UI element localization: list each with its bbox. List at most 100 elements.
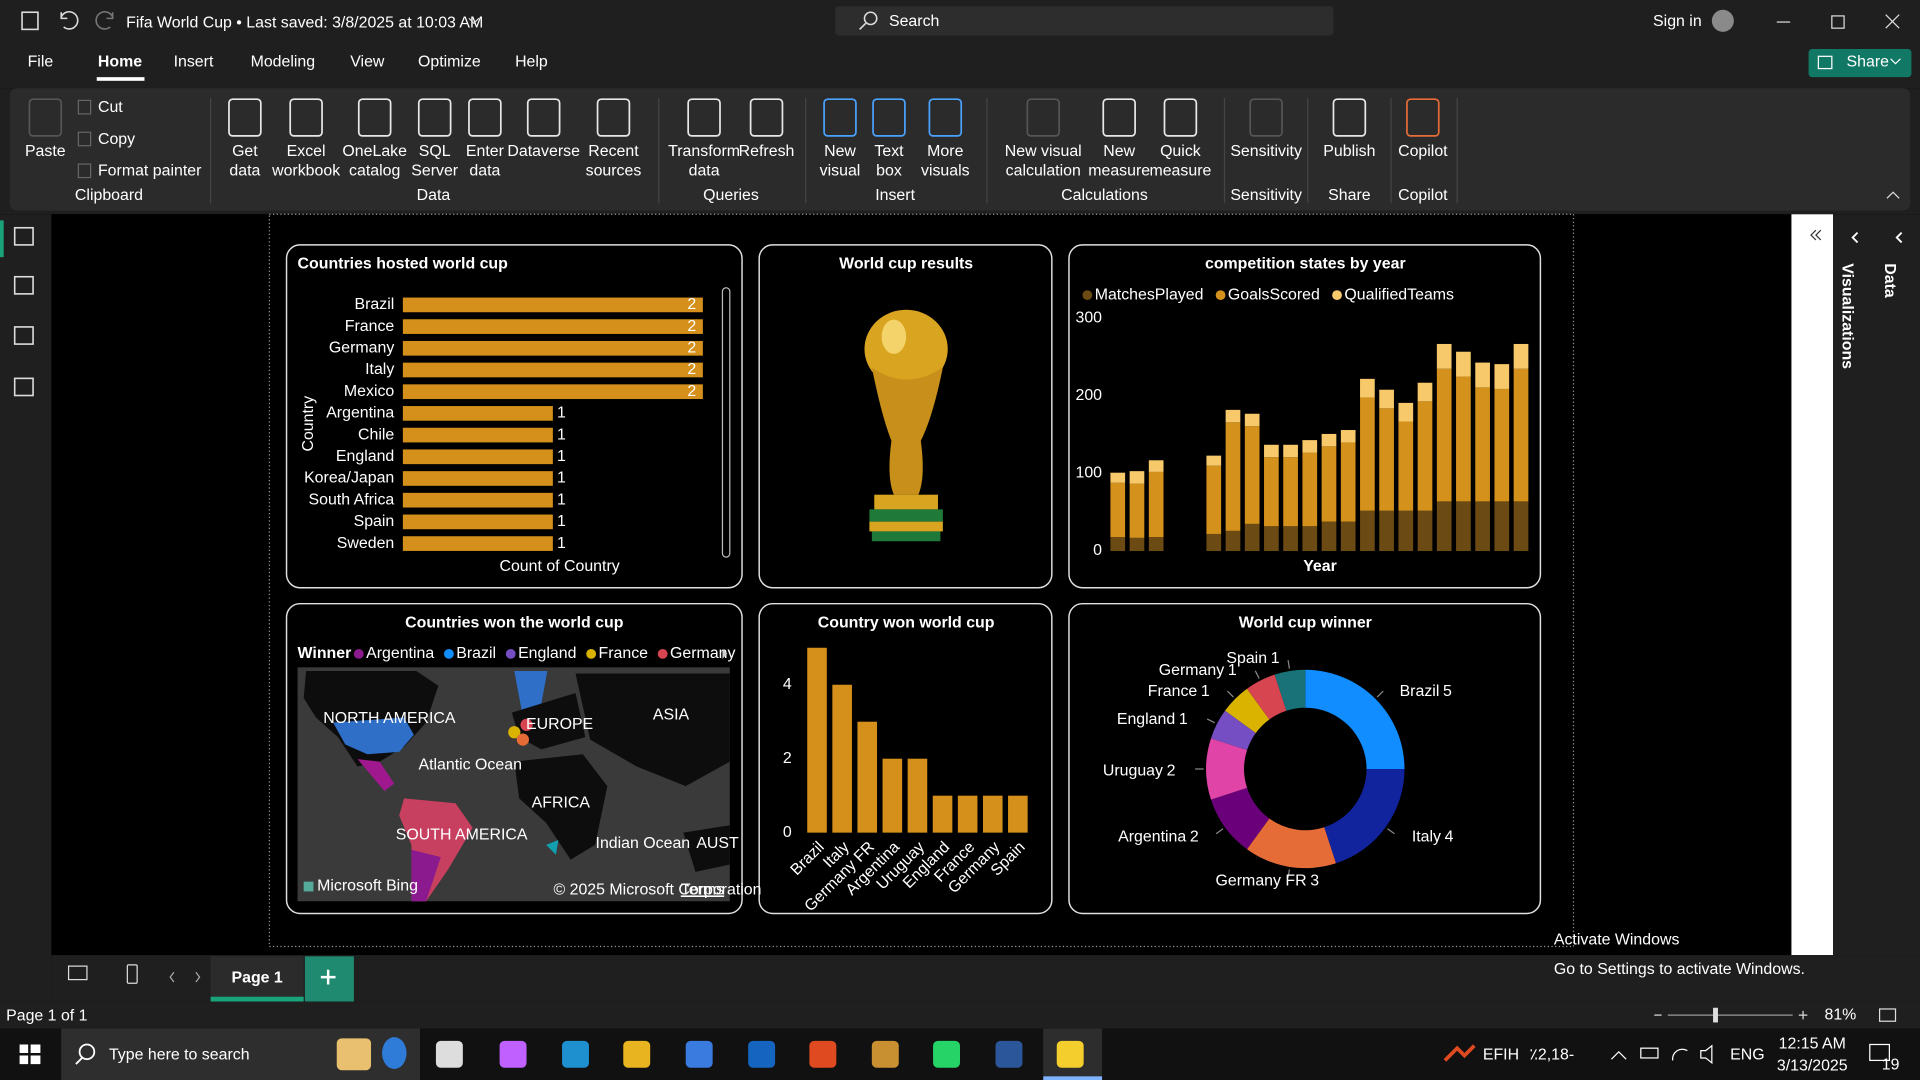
ribbon-icon[interactable]	[357, 98, 392, 137]
avatar[interactable]	[1711, 9, 1734, 32]
taskbar-app[interactable]	[562, 1040, 589, 1068]
ribbon-button-label[interactable]: Transform	[668, 143, 740, 160]
filters-collapse[interactable]	[1810, 229, 1822, 241]
ribbon-button-label[interactable]: visual	[820, 163, 861, 180]
sign-in[interactable]: Sign in	[1653, 13, 1702, 30]
share-button[interactable]	[1808, 48, 1912, 78]
ribbon-button-label[interactable]: data	[469, 163, 500, 180]
taskbar-app[interactable]	[499, 1040, 527, 1068]
ribbon-icon[interactable]	[417, 98, 452, 137]
ribbon-button-label[interactable]: catalog	[349, 163, 400, 180]
ribbon-button-label[interactable]: Quick	[1160, 143, 1201, 160]
ribbon-icon[interactable]	[749, 98, 784, 137]
visualizations-pane-label[interactable]: Visualizations	[1838, 263, 1855, 369]
taskbar-app[interactable]	[748, 1040, 776, 1068]
menu-item[interactable]: Modeling	[251, 54, 316, 71]
ribbon-icon[interactable]	[289, 98, 323, 137]
table-view[interactable]	[13, 275, 34, 295]
ribbon-button-label[interactable]: More	[927, 143, 963, 160]
ribbon-button-label[interactable]: Refresh	[739, 143, 795, 160]
ribbon-button-label[interactable]: workbook	[271, 163, 340, 180]
ribbon-icon[interactable]	[872, 98, 906, 137]
ribbon-icon[interactable]	[526, 98, 561, 137]
ribbon-button-label[interactable]: box	[876, 163, 902, 180]
menu-item[interactable]: Help	[515, 54, 548, 71]
ribbon-button-label[interactable]: Text	[874, 143, 904, 160]
desktop-layout[interactable]	[67, 965, 88, 981]
ribbon-collapse[interactable]	[1886, 191, 1900, 199]
ribbon-button-label[interactable]: sources	[586, 163, 642, 180]
taskbar-app[interactable]	[685, 1040, 713, 1068]
page-prev[interactable]	[169, 971, 175, 983]
zoom-thumb[interactable]	[1713, 1007, 1718, 1023]
zoom-in[interactable]	[1798, 1010, 1808, 1020]
ribbon-icon[interactable]	[1332, 98, 1367, 137]
volume-icon[interactable]	[1700, 1044, 1713, 1065]
ribbon-button-label[interactable]: SQL	[419, 143, 451, 160]
taskbar-app[interactable]	[809, 1040, 837, 1068]
ribbon-button-label[interactable]: OneLake	[342, 143, 407, 160]
ribbon-button-label[interactable]: Server	[411, 163, 459, 180]
taskbar-app[interactable]	[1056, 1040, 1084, 1068]
taskbar-app[interactable]	[995, 1040, 1023, 1068]
report-view[interactable]	[13, 226, 34, 246]
ribbon-button-label[interactable]: data	[229, 163, 260, 180]
legend-next[interactable]	[722, 648, 728, 659]
ribbon-button-label[interactable]: Publish	[1323, 143, 1375, 160]
menu-item[interactable]: View	[350, 54, 385, 71]
ribbon-icon[interactable]	[228, 98, 262, 137]
dax-view[interactable]	[13, 377, 34, 397]
ribbon-button-label[interactable]: Excel	[287, 143, 326, 160]
clock-time[interactable]: 12:15 AM	[1779, 1036, 1846, 1053]
ribbon-button-label[interactable]: Copilot	[1398, 143, 1448, 160]
ribbon-button-label[interactable]: measure	[1149, 163, 1211, 180]
undo-icon[interactable]	[60, 11, 79, 30]
menu-item[interactable]: Insert	[174, 54, 214, 71]
taskbar-app[interactable]	[871, 1040, 899, 1068]
data-pane-label[interactable]: Data	[1881, 263, 1898, 298]
ribbon-icon[interactable]	[687, 98, 721, 137]
mobile-layout[interactable]	[126, 964, 138, 984]
ribbon-button-label[interactable]: data	[689, 163, 720, 180]
redo-icon[interactable]	[95, 11, 114, 30]
ribbon-button-label[interactable]: Get	[232, 143, 258, 160]
start-button[interactable]	[19, 1044, 41, 1065]
taskbar-app[interactable]	[435, 1040, 463, 1068]
wifi-icon[interactable]	[1672, 1048, 1688, 1061]
model-view[interactable]	[13, 326, 34, 345]
battery-icon[interactable]	[1640, 1047, 1659, 1059]
ribbon-button-label[interactable]: visuals	[921, 163, 970, 180]
ribbon-icon[interactable]	[1406, 98, 1440, 137]
map-terms[interactable]: Terms	[681, 881, 724, 898]
menu-item[interactable]: File	[28, 54, 54, 71]
ribbon-button-label[interactable]: New	[824, 143, 856, 160]
ribbon-button-label[interactable]: measure	[1088, 163, 1150, 180]
menu-item[interactable]: Home	[98, 54, 142, 71]
ribbon-button-label[interactable]: Recent	[588, 143, 639, 160]
clock-date[interactable]: 3/13/2025	[1777, 1058, 1848, 1075]
scrollbar[interactable]	[721, 287, 731, 558]
close[interactable]	[1885, 14, 1900, 29]
ribbon-icon[interactable]	[596, 98, 631, 137]
taskbar-app[interactable]	[623, 1040, 651, 1068]
document-title[interactable]: Fifa World Cup • Last saved: 3/8/2025 at…	[126, 14, 483, 31]
ribbon-button-label[interactable]: Enter	[466, 143, 505, 160]
notification-icon[interactable]	[1869, 1043, 1890, 1062]
filters-pane-label[interactable]: Filters	[1797, 290, 1814, 338]
visual-container[interactable]	[758, 602, 1053, 915]
page-next[interactable]	[195, 971, 201, 983]
menu-item[interactable]: Optimize	[418, 54, 481, 71]
ribbon-button-label[interactable]: New	[1103, 143, 1135, 160]
ribbon-icon[interactable]	[468, 98, 502, 137]
ribbon-icon[interactable]	[823, 98, 857, 137]
tray-expand[interactable]	[1610, 1050, 1627, 1060]
ribbon-icon[interactable]	[1163, 98, 1198, 137]
visual-container[interactable]	[1068, 602, 1542, 915]
maximize[interactable]	[1831, 15, 1845, 29]
input-language[interactable]: ENG	[1730, 1047, 1764, 1064]
page-tab[interactable]	[210, 956, 304, 1002]
save-icon[interactable]	[21, 11, 39, 31]
taskbar-app[interactable]	[933, 1040, 960, 1068]
page-tab-label[interactable]: Page 1	[231, 970, 282, 987]
search-box[interactable]	[835, 6, 1334, 36]
